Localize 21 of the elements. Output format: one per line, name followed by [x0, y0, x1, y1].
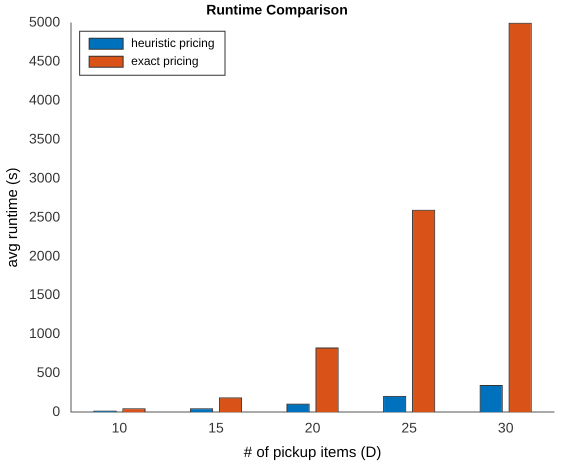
legend-label: exact pricing [131, 54, 199, 68]
y-tick-label: 3000 [28, 169, 60, 186]
y-tick-label: 1000 [28, 325, 60, 342]
y-axis-title: avg runtime (s) [4, 167, 22, 268]
y-tick-label: 4500 [28, 52, 60, 69]
y-tick-label: 4000 [28, 92, 60, 108]
y-tick-label: 2000 [28, 247, 60, 264]
y-tick-label: 3500 [28, 130, 60, 146]
x-tick-label: 20 [304, 419, 321, 436]
y-tick-label: 5000 [28, 14, 60, 30]
x-tick-label: 10 [112, 419, 128, 436]
x-axis-title: # of pickup items (D) [244, 444, 382, 462]
x-tick-label: 25 [401, 419, 418, 436]
y-tick-label: 0 [52, 403, 60, 420]
x-tick-label: 30 [498, 419, 514, 436]
y-tick-label: 500 [36, 364, 60, 380]
chart-title: Runtime Comparison [206, 1, 348, 18]
y-tick-label: 2500 [28, 208, 60, 224]
x-tick-label: 15 [208, 419, 224, 436]
y-tick-label: 1500 [28, 286, 60, 302]
legend-label: heuristic pricing [131, 36, 215, 50]
